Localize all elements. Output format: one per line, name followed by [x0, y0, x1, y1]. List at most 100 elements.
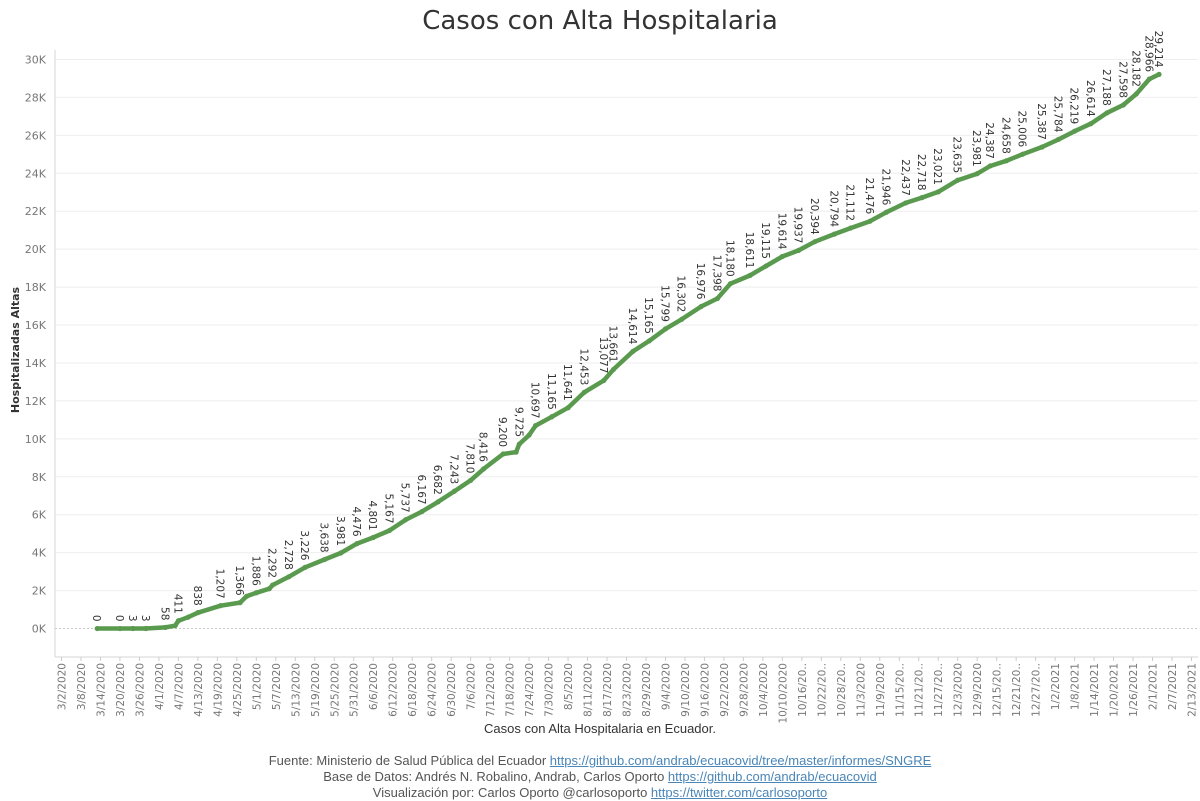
data-label: 26,219 — [1068, 87, 1080, 124]
x-tick-label: 5/31/2020 — [349, 663, 361, 717]
data-point — [1039, 144, 1045, 150]
data-point — [94, 625, 100, 632]
data-point — [532, 423, 539, 429]
data-label: 1,366 — [233, 566, 245, 596]
data-label: 21,112 — [844, 184, 856, 221]
x-tick-label: 6/12/2020 — [388, 663, 400, 717]
data-label: 14,614 — [626, 308, 638, 345]
data-point — [253, 590, 259, 596]
x-tick-label: 7/24/2020 — [524, 663, 536, 717]
source-link[interactable]: https://github.com/andrab/ecuacovid/tree… — [549, 753, 932, 768]
data-point — [974, 171, 980, 177]
data-point — [1055, 136, 1061, 143]
data-label: 9,725 — [512, 407, 524, 437]
data-label: 5,737 — [399, 483, 411, 513]
data-label: 13,661 — [607, 326, 619, 363]
data-label: 25,006 — [1016, 110, 1028, 147]
x-tick-label: 9/4/2020 — [660, 663, 672, 710]
data-label: 2,292 — [266, 548, 278, 578]
y-tick-label: 22K — [25, 205, 47, 218]
y-axis-title: Hospitalizadas Altas — [9, 286, 22, 413]
x-tick-label: 12/21/20.. — [1011, 663, 1023, 717]
data-point — [601, 377, 607, 384]
data-point — [468, 477, 474, 484]
x-tick-label: 10/22/20.. — [816, 663, 828, 717]
data-point — [955, 177, 961, 183]
data-point — [581, 389, 587, 395]
data-point — [419, 508, 425, 515]
data-label: 8,416 — [477, 432, 489, 462]
x-tick-label: 12/9/2020 — [972, 663, 984, 717]
x-tick-label: 1/14/2021 — [1089, 663, 1101, 717]
twitter-link[interactable]: https://twitter.com/carlosoporto — [650, 785, 828, 800]
data-point — [662, 326, 669, 332]
y-tick-label: 2K — [32, 585, 47, 598]
credit-database: Base de Datos: Andrés N. Robalino, Andra… — [0, 769, 1200, 784]
data-point — [812, 239, 818, 245]
data-point — [565, 405, 571, 411]
data-label: 26,614 — [1084, 80, 1096, 117]
data-point — [935, 189, 941, 195]
x-tick-label: 3/26/2020 — [134, 663, 146, 717]
data-point — [354, 541, 360, 547]
x-tick-label: 4/7/2020 — [173, 663, 185, 710]
data-label: 18,611 — [743, 232, 755, 269]
x-axis-title: Casos con Alta Hospitalaria en Ecuador. — [484, 721, 716, 736]
data-label: 6,682 — [431, 465, 443, 495]
x-tick-label: 11/3/2020 — [855, 663, 867, 717]
x-tick-label: 2/7/2021 — [1167, 663, 1179, 710]
data-label: 0 — [90, 615, 102, 622]
data-point — [679, 316, 685, 322]
data-labels: 0 0 3 3 58 411 838 1,207 1,366 1,886 2,292 2,728 3,2… — [90, 31, 1164, 622]
credit-source-text: Fuente: Ministerio de Salud Pública del … — [268, 753, 550, 768]
data-point — [286, 574, 292, 580]
y-tick-label: 16K — [25, 319, 47, 332]
y-tick-label: 6K — [32, 509, 47, 522]
x-tick-label: 5/7/2020 — [271, 663, 283, 710]
data-label: 3 — [126, 615, 138, 622]
data-point — [698, 303, 704, 310]
data-point — [867, 218, 873, 224]
x-tick-label: 9/22/2020 — [719, 663, 731, 717]
data-label: 411 — [171, 594, 183, 614]
data-label: 22,718 — [915, 154, 927, 191]
x-tick-label: 7/18/2020 — [505, 663, 517, 717]
data-label: 3,981 — [334, 516, 346, 546]
database-link[interactable]: https://github.com/andrab/ecuacovid — [667, 769, 877, 784]
x-tick-label: 8/17/2020 — [602, 663, 614, 717]
data-label: 3,638 — [318, 522, 330, 552]
x-tick-label: 11/9/2020 — [875, 663, 887, 717]
data-point — [143, 625, 149, 632]
data-point — [130, 625, 136, 632]
data-label: 24,387 — [983, 122, 995, 159]
data-point — [435, 499, 441, 505]
data-point — [451, 488, 458, 494]
data-label: 10,697 — [529, 382, 541, 419]
data-point — [185, 614, 191, 620]
data-label: 11,165 — [545, 373, 557, 410]
data-label: 15,799 — [659, 285, 671, 322]
data-point — [919, 195, 925, 201]
data-label: 16,302 — [675, 276, 687, 313]
y-tick-label: 0K — [32, 623, 47, 636]
x-tick-label: 7/30/2020 — [544, 663, 556, 717]
x-tick-label: 12/3/2020 — [953, 663, 965, 717]
data-label: 27,188 — [1100, 69, 1112, 106]
data-point — [610, 366, 617, 373]
data-label: 12,453 — [577, 349, 589, 386]
x-tick-label: 10/28/20.. — [836, 663, 848, 717]
x-tick-label: 3/8/2020 — [76, 663, 88, 710]
y-tick-label: 26K — [25, 129, 47, 142]
data-label: 23,021 — [931, 148, 943, 185]
data-label: 11,641 — [561, 364, 573, 401]
data-point — [481, 466, 487, 472]
x-tick-label: 7/6/2020 — [466, 663, 478, 710]
data-point — [831, 231, 837, 237]
x-tick-label: 9/16/2020 — [699, 663, 711, 717]
data-label: 0 — [113, 615, 125, 622]
data-label: 23,981 — [970, 130, 982, 167]
y-tick-label: 28K — [25, 91, 47, 104]
x-tick-label: 4/13/2020 — [193, 663, 205, 717]
axes: 0K 2K 4K 6K 8K 10K 12K 14K 16K 18K 20K 22K 24K 26K 28K… — [25, 50, 1199, 724]
